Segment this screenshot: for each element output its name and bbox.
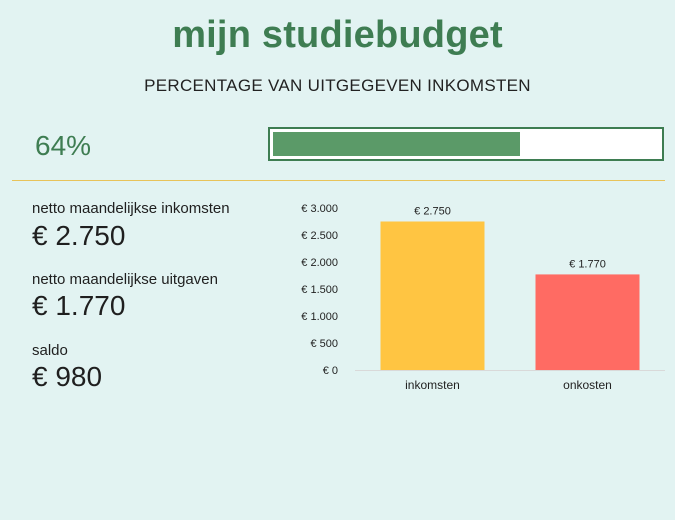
y-tick-label: € 1.500: [301, 284, 338, 296]
y-tick-label: € 500: [310, 338, 338, 350]
balance-value: € 980: [32, 361, 103, 392]
income-label: netto maandelijkse inkomsten: [32, 200, 230, 217]
y-tick-label: € 3.000: [301, 203, 338, 215]
y-tick-label: € 0: [323, 365, 338, 377]
data-label-inkomsten: € 2.750: [414, 206, 451, 218]
x-tick-label: onkosten: [563, 378, 612, 392]
income-expense-chart: € 0 € 500 € 1.000 € 1.500 € 2.000 € 2.500 € 3.…: [301, 203, 665, 392]
y-tick-label: € 1.000: [301, 311, 338, 323]
progress-bar-fill: [273, 132, 520, 156]
x-tick-label: inkomsten: [405, 378, 460, 392]
expenses-label: netto maandelijkse uitgaven: [32, 271, 218, 288]
bar-inkomsten: [380, 221, 485, 370]
data-label-onkosten: € 1.770: [569, 258, 606, 270]
balance-label: saldo: [32, 342, 68, 359]
progress-bar: [268, 127, 664, 161]
expenses-value: € 1.770: [32, 290, 126, 321]
page-title: mijn studiebudget: [172, 14, 503, 56]
percent-spent-value: 64%: [35, 130, 92, 161]
income-value: € 2.750: [32, 220, 126, 251]
bar-onkosten: [535, 274, 640, 370]
y-tick-label: € 2.500: [301, 230, 338, 242]
divider: [12, 180, 665, 181]
y-tick-label: € 2.000: [301, 257, 338, 269]
page-subtitle: PERCENTAGE VAN UITGEGEVEN INKOMSTEN: [144, 76, 531, 95]
